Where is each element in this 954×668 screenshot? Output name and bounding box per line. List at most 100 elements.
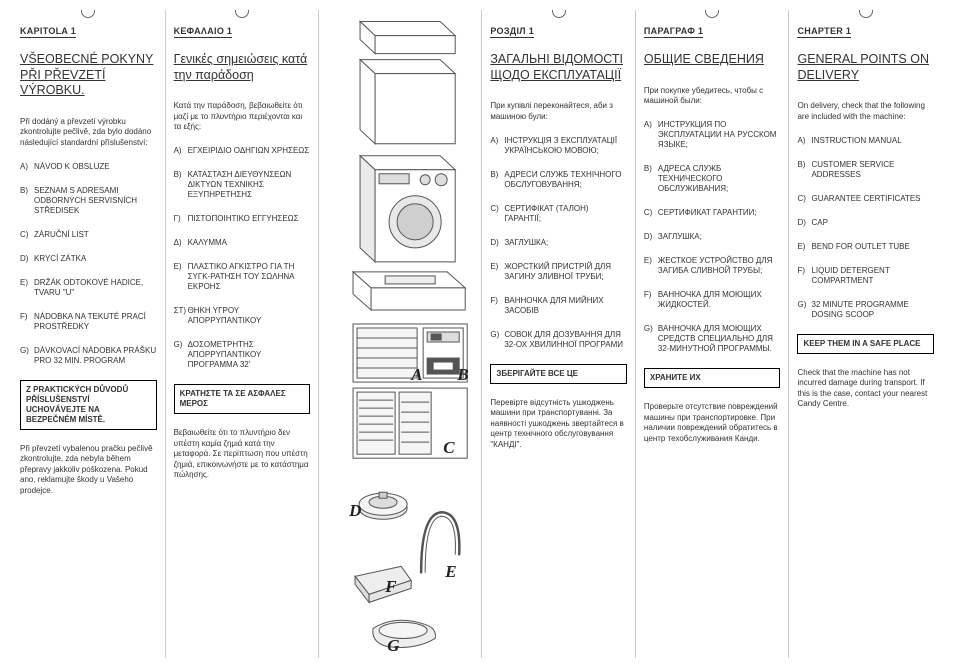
section-heading: VŠEOBECNÉ POKYNY PŘI PŘEVZETÍ VÝROBKU. — [20, 52, 157, 99]
safety-note-box: ЗБЕРІГАЙТЕ ВСЕ ЦЕ — [490, 364, 627, 384]
item-text: CUSTOMER SERVICE ADDRESSES — [811, 160, 934, 180]
column-el: ΚΕΦΑΛΑΙΟ 1 Γενικές σημειώσεις κατά την π… — [166, 10, 319, 658]
chapter-label: ΚΕΦΑΛΑΙΟ 1 — [174, 26, 233, 38]
item-text: ЗАГЛУШКА; — [504, 238, 548, 248]
item-text: GUARANTEE CERTIFICATES — [811, 194, 920, 204]
chapter-label: CHAPTER 1 — [797, 26, 851, 38]
list-item: A)ІНСТРУКЦІЯ З ЕКСПЛУАТАЦІЇ УКРАЇНСЬКОЮ … — [490, 136, 627, 156]
chapter-label: ПАРАГРАФ 1 — [644, 26, 703, 38]
list-item: A)ИНСТРУКЦИЯ ПО ЭКСПЛУАТАЦИИ НА РУССКОМ … — [644, 120, 781, 150]
item-letter: F) — [797, 266, 811, 286]
list-item: D)KRYCÍ ZÁTKA — [20, 254, 157, 264]
item-text: SEZNAM S ADRESAMI ODBORNÝCH SERVISNÍCH S… — [34, 186, 157, 216]
item-text: 32 MINUTE PROGRAMME DOSING SCOOP — [811, 300, 934, 320]
footer-text: Při převzetí vybalenou pračku pečlivě zk… — [20, 444, 157, 496]
list-item: F)NÁDOBKA NA TEKUTÉ PRACÍ PROSTŘEDKY — [20, 312, 157, 332]
list-item: E)BEND FOR OUTLET TUBE — [797, 242, 934, 252]
list-item: B)SEZNAM S ADRESAMI ODBORNÝCH SERVISNÍCH… — [20, 186, 157, 216]
item-letter: Δ) — [174, 238, 188, 248]
manual-page: KAPITOLA 1 VŠEOBECNÉ POKYNY PŘI PŘEVZETÍ… — [0, 0, 954, 668]
column-uk: РОЗДІЛ 1 ЗАГАЛЬНІ ВІДОМОСТІ ЩОДО ЕКСПЛУА… — [482, 10, 635, 658]
item-letter: D) — [644, 232, 658, 242]
item-list: A)ΕΓΧΕΙΡΙΔΙΟ ΟΔΗΓΙΩΝ ΧΡΗΣΕΩΣ B)ΚΑΤΑΣΤΑΣΗ … — [174, 146, 311, 370]
item-text: ВАННОЧКА ДЛЯ МОЮЩИХ ЖИДКОСТЕЙ. — [658, 290, 781, 310]
item-letter: E) — [20, 278, 34, 298]
tab-notch-icon — [859, 10, 873, 18]
list-item: C)ZÁRUČNÍ LIST — [20, 230, 157, 240]
item-text: СЕРТИФИКАТ ГАРАНТИИ; — [658, 208, 757, 218]
item-text: INSTRUCTION MANUAL — [811, 136, 901, 146]
item-text: ΠΙΣΤΟΠΟΙΗΤΙΚΟ ΕΓΓΥΗΣΕΩΣ — [188, 214, 299, 224]
tab-notch-icon — [552, 10, 566, 18]
item-text: BEND FOR OUTLET TUBE — [811, 242, 909, 252]
item-text: ЖОРСТКИЙ ПРИСТРІЙ ДЛЯ ЗАГИНУ ЗЛИВНОЇ ТРУ… — [504, 262, 627, 282]
list-item: E)ЖЕСТКОЕ УСТРОЙСТВО ДЛЯ ЗАГИБА СЛИВНОЙ … — [644, 256, 781, 276]
footer-text: Проверьте отсутствие повреждений машины … — [644, 402, 781, 444]
item-letter: Γ) — [174, 214, 188, 224]
item-letter: E) — [797, 242, 811, 252]
item-text: LIQUID DETERGENT COMPARTMENT — [811, 266, 934, 286]
list-item: A)NÁVOD K OBSLUZE — [20, 162, 157, 172]
item-text: NÁDOBKA NA TEKUTÉ PRACÍ PROSTŘEDKY — [34, 312, 157, 332]
item-list: A)INSTRUCTION MANUALB)CUSTOMER SERVICE A… — [797, 136, 934, 320]
item-letter: F) — [644, 290, 658, 310]
column-en: CHAPTER 1 GENERAL POINTS ON DELIVERY On … — [789, 10, 942, 658]
list-item: D)CAP — [797, 218, 934, 228]
diagram-label-b: B — [457, 365, 468, 385]
item-text: ІНСТРУКЦІЯ З ЕКСПЛУАТАЦІЇ УКРАЇНСЬКОЮ МО… — [504, 136, 627, 156]
diagram-label-g: G — [387, 636, 399, 656]
list-item: F)ВАННОЧКА ДЛЯ МИЙНИХ ЗАСОБІВ — [490, 296, 627, 316]
list-item: G)ВАННОЧКА ДЛЯ МОЮЩИХ СРЕДСТВ СПЕЦИАЛЬНО… — [644, 324, 781, 354]
column-cz: KAPITOLA 1 VŠEOBECNÉ POKYNY PŘI PŘEVZETÍ… — [12, 10, 165, 658]
list-item: E)ЖОРСТКИЙ ПРИСТРІЙ ДЛЯ ЗАГИНУ ЗЛИВНОЇ Т… — [490, 262, 627, 282]
section-heading: ЗАГАЛЬНІ ВІДОМОСТІ ЩОДО ЕКСПЛУАТАЦІЇ — [490, 52, 627, 83]
safety-note-box: ХРАНИТЕ ИХ — [644, 368, 781, 388]
item-list: A)ІНСТРУКЦІЯ З ЕКСПЛУАТАЦІЇ УКРАЇНСЬКОЮ … — [490, 136, 627, 350]
item-letter: B) — [20, 186, 34, 216]
diagram-label-e: E — [445, 562, 456, 582]
item-letter: B) — [644, 164, 658, 194]
item-letter: A) — [644, 120, 658, 150]
list-item: D)ЗАГЛУШКА; — [644, 232, 781, 242]
item-letter: G) — [490, 330, 504, 350]
list-item: F)ВАННОЧКА ДЛЯ МОЮЩИХ ЖИДКОСТЕЙ. — [644, 290, 781, 310]
item-text: ЖЕСТКОЕ УСТРОЙСТВО ДЛЯ ЗАГИБА СЛИВНОЙ ТР… — [658, 256, 781, 276]
diagram-label-d: D — [349, 501, 361, 521]
item-letter: B) — [174, 170, 188, 200]
item-letter: B) — [797, 160, 811, 180]
intro-text: On delivery, check that the following ar… — [797, 101, 934, 122]
list-item: E)ΠΛΑΣΤΙΚΟ ΑΓΚΙΣΤΡΟ ΓΙΑ ΤΗ ΣΥΓΚ-ΡΑΤΗΣΗ Τ… — [174, 262, 311, 292]
list-item: A)ΕΓΧΕΙΡΙΔΙΟ ΟΔΗΓΙΩΝ ΧΡΗΣΕΩΣ — [174, 146, 311, 156]
list-item: E)DRŽÁK ODTOKOVÉ HADICE, TVARU "U" — [20, 278, 157, 298]
item-text: ΔΟΣΟΜΕΤΡΗΤΗΣ ΑΠΟΡΡΥΠΑΝΤΙΚΟΥ ΠΡΟΓΡΑΜΜΑ 32… — [188, 340, 311, 370]
list-item: B)CUSTOMER SERVICE ADDRESSES — [797, 160, 934, 180]
item-letter: G) — [797, 300, 811, 320]
item-letter: A) — [174, 146, 188, 156]
diagram-svg — [325, 10, 475, 658]
item-letter: F) — [490, 296, 504, 316]
item-letter: C) — [644, 208, 658, 218]
diagram-label-f: F — [385, 577, 396, 597]
item-text: ΠΛΑΣΤΙΚΟ ΑΓΚΙΣΤΡΟ ΓΙΑ ΤΗ ΣΥΓΚ-ΡΑΤΗΣΗ ΤΟΥ… — [188, 262, 311, 292]
item-text: DRŽÁK ODTOKOVÉ HADICE, TVARU "U" — [34, 278, 157, 298]
item-letter: C) — [20, 230, 34, 240]
list-item: ΣΤ)ΘΗΚΗ ΥΓΡΟΥ ΑΠΟΡΡΥΠΑΝΤΙΚΟΥ — [174, 306, 311, 326]
chapter-label: KAPITOLA 1 — [20, 26, 76, 38]
item-text: ВАННОЧКА ДЛЯ МОЮЩИХ СРЕДСТВ СПЕЦИАЛЬНО Д… — [658, 324, 781, 354]
item-letter: D) — [797, 218, 811, 228]
item-text: ZÁRUČNÍ LIST — [34, 230, 89, 240]
item-text: АДРЕСА СЛУЖБ ТЕХНИЧЕСКОГО ОБСЛУЖИВАНИЯ; — [658, 164, 781, 194]
item-list: A)NÁVOD K OBSLUZE B)SEZNAM S ADRESAMI ODB… — [20, 162, 157, 366]
list-item: C)СЕРТИФІКАТ (ТАЛОН) ГАРАНТІЇ; — [490, 204, 627, 224]
item-letter: F) — [20, 312, 34, 332]
item-letter: G) — [644, 324, 658, 354]
item-letter: E) — [490, 262, 504, 282]
list-item: D)ЗАГЛУШКА; — [490, 238, 627, 248]
list-item: B)АДРЕСИ СЛУЖБ ТЕХНІЧНОГО ОБСЛУГОВУВАННЯ… — [490, 170, 627, 190]
item-letter: C) — [797, 194, 811, 204]
column-ru: ПАРАГРАФ 1 ОБЩИЕ СВЕДЕНИЯ При покупке уб… — [636, 10, 789, 658]
diagram-label-a: A — [411, 365, 422, 385]
item-text: ΚΑΤΑΣΤΑΣΗ ΔΙΕΥΘΥΝΣΕΩΝ ΔΙΚΤΥΩΝ ΤΕΧΝΙΚΗΣ Ε… — [188, 170, 311, 200]
item-letter: C) — [490, 204, 504, 224]
safety-note-box: Z PRAKTICKÝCH DŮVODŮ PŘÍSLUŠENSTVÍ UCHOV… — [20, 380, 157, 430]
